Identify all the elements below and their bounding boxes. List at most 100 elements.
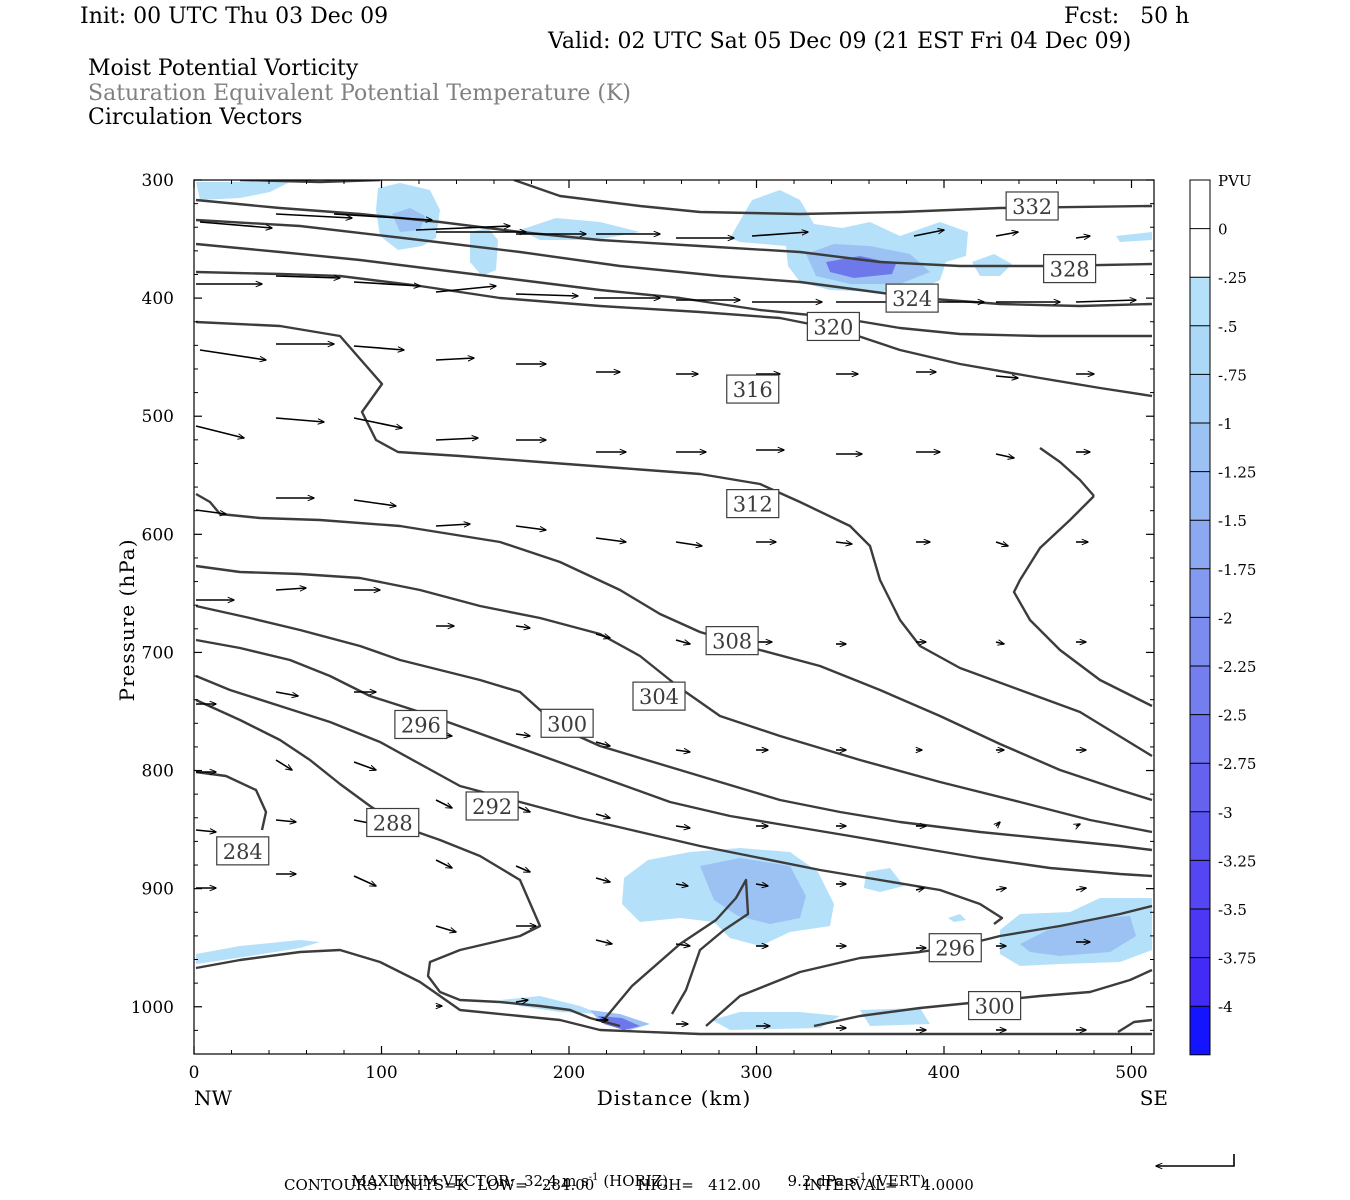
contour-label: 288 (366, 807, 420, 838)
contour-line (195, 604, 1153, 852)
contours-info: CONTOURS: UNITS=K LOW= 284.00 HIGH= 412.… (284, 1176, 974, 1194)
valid-time: Valid: 02 UTC Sat 05 Dec 09 (21 EST Fri … (548, 29, 1132, 54)
colorbar-swatch (1190, 568, 1210, 618)
svg-text:296: 296 (935, 937, 975, 961)
vector-arrow (435, 438, 478, 440)
vector-arrow (995, 232, 1018, 237)
contour-line (195, 698, 621, 1028)
vector-arrow (995, 376, 1018, 378)
contour-line (195, 242, 1152, 338)
svg-text:320: 320 (813, 315, 853, 339)
contour-label: 328 (1043, 253, 1097, 284)
contour-line (195, 218, 1153, 308)
vector-arrow (595, 634, 610, 638)
field-title-vectors: Circulation Vectors (88, 105, 303, 130)
vector-arrow (1075, 236, 1090, 238)
vector-arrow (515, 626, 530, 628)
svg-text:312: 312 (733, 493, 773, 517)
colorbar-level-label: -1 (1218, 415, 1233, 433)
field-title-theta-es: Saturation Equivalent Potential Temperat… (88, 81, 631, 106)
vector-arrow (595, 939, 612, 944)
svg-text:284: 284 (223, 840, 263, 864)
colorbar: PVU 0 -.25 -.5 -.75 -1 -1.25 -1.5 -1.75 -2 -2.25 -2… (1189, 172, 1256, 1056)
x-tick-label: 100 (365, 1063, 397, 1083)
svg-text:332: 332 (1012, 195, 1052, 219)
contour-label: 332 (1005, 191, 1059, 221)
x-axis-label: Distance (km) (597, 1086, 752, 1110)
contour-line (195, 564, 1153, 834)
colorbar-swatch (1190, 909, 1210, 958)
vector-arrow (275, 820, 296, 822)
vector-arrow (595, 537, 626, 542)
colorbar-swatch (1190, 957, 1210, 1007)
colorbar-swatch (1190, 617, 1210, 666)
contour-line (1012, 495, 1153, 708)
svg-text:296: 296 (401, 713, 441, 737)
colorbar-level-label: 0 (1218, 221, 1228, 239)
vector-arrow (755, 884, 768, 886)
contour-label: 304 (632, 681, 686, 711)
contour-label: 320 (806, 311, 860, 342)
colorbar-level-label: -1.5 (1218, 512, 1247, 530)
y-tick-label: 600 (142, 525, 174, 545)
forecast-hour: Fcst: 50 h (1064, 4, 1190, 29)
contour-label: 292 (465, 791, 519, 821)
pv-shading (196, 182, 1152, 1030)
colorbar-swatch (1190, 1006, 1210, 1055)
colorbar-level-label: -.5 (1218, 318, 1237, 336)
colorbar-level-label: -1.75 (1218, 561, 1256, 579)
colorbar-swatch (1190, 180, 1210, 229)
colorbar-swatch (1190, 277, 1210, 326)
pv-shade-low-right-mid (1020, 916, 1136, 956)
contour-line (601, 878, 750, 1023)
contour-line (195, 674, 1004, 925)
vector-arrow (675, 944, 690, 946)
contour-label: 296 (394, 709, 448, 740)
vector-arrow (515, 734, 530, 736)
x-tick-label: 400 (928, 1063, 960, 1083)
vector-arrow (435, 925, 456, 932)
contour-label: 316 (726, 374, 780, 404)
vector-arrow (835, 542, 852, 544)
vector-arrow (353, 417, 402, 428)
vector-arrow (199, 221, 272, 228)
contour-label: 284 (216, 836, 270, 866)
svg-text:328: 328 (1050, 258, 1090, 282)
vector-arrow (435, 358, 474, 360)
y-tick-label: 900 (142, 880, 174, 900)
vector-arrow (995, 453, 1014, 458)
contour-line (195, 198, 1153, 268)
vector-arrow (675, 541, 702, 546)
vector-arrow (415, 226, 510, 231)
colorbar-level-label: -.75 (1218, 366, 1247, 384)
vector-arrow (353, 345, 404, 350)
colorbar-title: PVU (1218, 172, 1252, 190)
max-vert-line: 9.2 dPa s-1 (VERT) (778, 1158, 926, 1189)
x-tick-label: 500 (1115, 1063, 1147, 1083)
colorbar-level-label: -3 (1218, 804, 1233, 822)
vector-arrow (275, 417, 324, 422)
vector-arrow (1076, 824, 1080, 826)
colorbar-level-label: -2 (1218, 609, 1233, 627)
vector-arrow (195, 830, 216, 832)
contour-line (195, 948, 1152, 1036)
reference-vector-arrow (1156, 1154, 1235, 1166)
vector-arrow (995, 888, 1006, 890)
vector-arrow (515, 294, 578, 296)
colorbar-level-label: -3.25 (1218, 852, 1256, 870)
contour-line (195, 270, 1153, 398)
x-right-end-label: SE (1140, 1086, 1168, 1110)
y-tick-label: 800 (142, 762, 174, 782)
svg-text:308: 308 (712, 630, 752, 654)
svg-text:300: 300 (547, 712, 587, 736)
x-left-end-label: NW (194, 1086, 233, 1110)
vector-arrow (751, 232, 808, 237)
vector-arrow (199, 349, 266, 360)
contour-label: 308 (705, 626, 759, 656)
y-tick-label: 400 (142, 289, 174, 309)
vector-arrow (275, 691, 298, 696)
contour-line (1039, 447, 1095, 497)
vector-arrow (195, 425, 244, 438)
svg-text:316: 316 (733, 378, 773, 402)
